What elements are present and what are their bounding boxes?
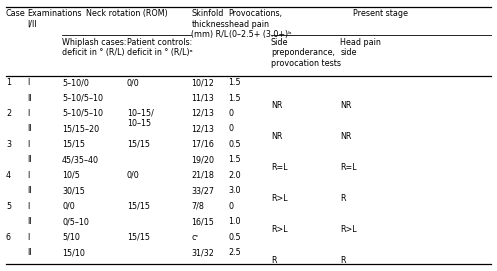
Text: 0: 0	[229, 109, 234, 118]
Text: 21/18: 21/18	[191, 171, 214, 180]
Text: NR: NR	[340, 101, 352, 110]
Text: Head pain
side: Head pain side	[340, 38, 381, 57]
Text: R=L: R=L	[340, 163, 357, 172]
Text: 0/0: 0/0	[127, 78, 140, 87]
Text: I: I	[27, 171, 30, 180]
Text: I: I	[27, 202, 30, 211]
Text: R: R	[271, 256, 276, 265]
Text: 2.0: 2.0	[229, 171, 241, 180]
Text: 12/13: 12/13	[191, 124, 214, 133]
Text: 1.0: 1.0	[229, 217, 241, 226]
Text: R>L: R>L	[271, 225, 287, 234]
Text: NR: NR	[271, 132, 282, 141]
Text: R: R	[340, 256, 346, 265]
Text: 0: 0	[229, 202, 234, 211]
Text: 10/5: 10/5	[62, 171, 80, 180]
Text: 7/8: 7/8	[191, 202, 204, 211]
Text: Provocations,
head pain
(0–2.5+ (3.0+)ᵇ: Provocations, head pain (0–2.5+ (3.0+)ᵇ	[229, 9, 291, 39]
Text: II: II	[27, 155, 32, 164]
Text: Skinfold
thickness
(mm) R/L: Skinfold thickness (mm) R/L	[191, 9, 229, 39]
Text: II: II	[27, 248, 32, 257]
Text: NR: NR	[271, 101, 282, 110]
Text: 15/15: 15/15	[127, 233, 150, 242]
Text: 0.5: 0.5	[229, 140, 241, 149]
Text: R=L: R=L	[271, 163, 287, 172]
Text: 0/0: 0/0	[127, 171, 140, 180]
Text: Side
preponderance,
provocation tests: Side preponderance, provocation tests	[271, 38, 341, 68]
Text: 6: 6	[6, 233, 11, 242]
Text: 15/10: 15/10	[62, 248, 85, 257]
Text: 0/5–10: 0/5–10	[62, 217, 89, 226]
Text: 2.5: 2.5	[229, 248, 242, 257]
Text: 12/13: 12/13	[191, 109, 214, 118]
Text: II: II	[27, 217, 32, 226]
Text: 19/20: 19/20	[191, 155, 214, 164]
Text: Whiplash cases:
deficit in ° (R/L): Whiplash cases: deficit in ° (R/L)	[62, 38, 127, 57]
Text: 10–15/
10–15: 10–15/ 10–15	[127, 109, 154, 128]
Text: 30/15: 30/15	[62, 186, 85, 195]
Text: 1.5: 1.5	[229, 78, 241, 87]
Text: 4: 4	[6, 171, 11, 180]
Text: 0: 0	[229, 124, 234, 133]
Text: Neck rotation (ROM): Neck rotation (ROM)	[86, 9, 167, 18]
Text: I: I	[27, 109, 30, 118]
Text: Present stage: Present stage	[353, 9, 409, 18]
Text: 15/15: 15/15	[62, 140, 85, 149]
Text: 5: 5	[6, 202, 11, 211]
Text: 3.0: 3.0	[229, 186, 241, 195]
Text: 15/15: 15/15	[127, 140, 150, 149]
Text: 1: 1	[6, 78, 11, 87]
Text: NR: NR	[340, 132, 352, 141]
Text: 2: 2	[6, 109, 11, 118]
Text: 5–10/0: 5–10/0	[62, 78, 89, 87]
Text: 33/27: 33/27	[191, 186, 214, 195]
Text: 5–10/5–10: 5–10/5–10	[62, 109, 103, 118]
Text: II: II	[27, 124, 32, 133]
Text: 5–10/5–10: 5–10/5–10	[62, 93, 103, 102]
Text: 0.5: 0.5	[229, 233, 241, 242]
Text: Case: Case	[6, 9, 26, 18]
Text: I: I	[27, 78, 30, 87]
Text: 45/35–40: 45/35–40	[62, 155, 99, 164]
Text: 31/32: 31/32	[191, 248, 214, 257]
Text: R: R	[340, 194, 346, 203]
Text: II: II	[27, 93, 32, 102]
Text: Examinations
I/II: Examinations I/II	[27, 9, 82, 29]
Text: R>L: R>L	[271, 194, 287, 203]
Text: 1.5: 1.5	[229, 155, 241, 164]
Text: 5/10: 5/10	[62, 233, 80, 242]
Text: 16/15: 16/15	[191, 217, 214, 226]
Text: 15/15: 15/15	[127, 202, 150, 211]
Text: 3: 3	[6, 140, 11, 149]
Text: 17/16: 17/16	[191, 140, 214, 149]
Text: cᶜ: cᶜ	[191, 233, 199, 242]
Text: I: I	[27, 140, 30, 149]
Text: 11/13: 11/13	[191, 93, 214, 102]
Text: 15/15–20: 15/15–20	[62, 124, 99, 133]
Text: R>L: R>L	[340, 225, 357, 234]
Text: 10/12: 10/12	[191, 78, 214, 87]
Text: I: I	[27, 233, 30, 242]
Text: Patient controls:
deficit in ° (R/L)ᵃ: Patient controls: deficit in ° (R/L)ᵃ	[127, 38, 192, 57]
Text: 0/0: 0/0	[62, 202, 75, 211]
Text: 1.5: 1.5	[229, 93, 241, 102]
Text: II: II	[27, 186, 32, 195]
